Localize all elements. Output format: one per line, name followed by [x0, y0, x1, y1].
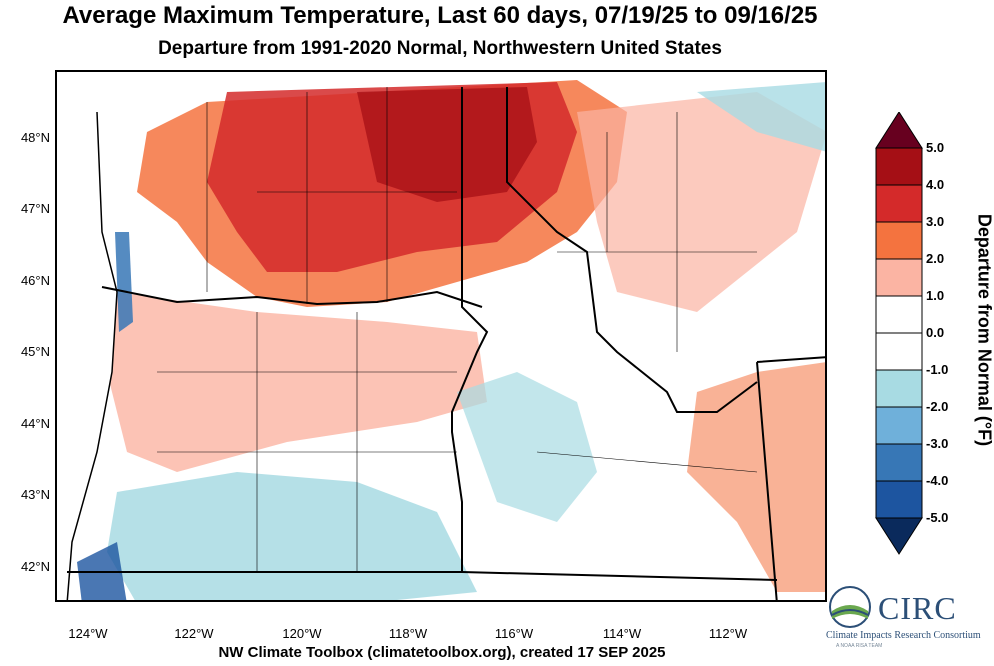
circ-logo-icon [829, 586, 871, 628]
colorbar [875, 112, 923, 555]
lat-label-44: 44°N [20, 416, 50, 431]
circ-logo-subtitle: Climate Impacts Research Consortium [826, 630, 981, 641]
colorbar-tick-label: 2.0 [926, 251, 945, 266]
colorbar-tick-label: -3.0 [926, 436, 949, 451]
mild-warm-region-northeast [577, 92, 825, 312]
map-title: Average Maximum Temperature, Last 60 day… [62, 2, 818, 29]
lat-label-46: 46°N [20, 273, 50, 288]
circ-logo-name: CIRC [878, 590, 957, 626]
colorbar-tick-label: -1.0 [926, 362, 949, 377]
cool-anomaly-region-montana [697, 82, 825, 152]
coastline [66, 111, 118, 600]
colorbar-title: Departure from Normal (°F) [974, 213, 994, 447]
warm-anomaly-peak [357, 87, 537, 202]
colorbar-segment [875, 406, 923, 445]
colorbar-tick-label: -4.0 [926, 473, 949, 488]
colorbar-tick-label: -5.0 [926, 510, 949, 525]
lon-label-120: 120°W [282, 626, 322, 641]
footer-credit: NW Climate Toolbox (climatetoolbox.org),… [218, 644, 666, 661]
colorbar-tick-label: 5.0 [926, 140, 945, 155]
lon-label-124: 124°W [68, 626, 108, 641]
circ-logo-tagline: A NOAA RISA TEAM [836, 643, 883, 649]
warm-region-southeast [687, 362, 825, 592]
lat-label-47: 47°N [20, 201, 50, 216]
colorbar-segment [875, 184, 923, 223]
state-boundary-south [67, 571, 778, 581]
colorbar-tick-label: -2.0 [926, 399, 949, 414]
colorbar-segment [875, 295, 923, 334]
lon-label-118: 118°W [388, 626, 428, 641]
map-graphic [57, 72, 825, 600]
state-boundary-id-west [451, 87, 489, 572]
colorbar-segment [875, 147, 923, 186]
cool-anomaly-region-idaho [457, 372, 597, 522]
lat-label-42: 42°N [20, 559, 50, 574]
colorbar-tick-label: 3.0 [926, 214, 945, 229]
lon-label-116: 116°W [494, 626, 534, 641]
cool-anomaly-region-south [107, 472, 477, 600]
colorbar-segment [875, 369, 923, 408]
colorbar-segment [875, 480, 923, 519]
county-lines [157, 87, 758, 572]
colorbar-tick-label: 1.0 [926, 288, 945, 303]
state-boundary-id-mt [506, 87, 758, 413]
lat-label-43: 43°N [20, 487, 50, 502]
temperature-departure-map [55, 70, 827, 602]
colorbar-tick-label: 0.0 [926, 325, 945, 340]
lat-label-48: 48°N [20, 130, 50, 145]
colorbar-segment [875, 443, 923, 482]
cold-anomaly-coast [115, 232, 133, 332]
state-boundary-wy [756, 356, 825, 600]
lon-label-122: 122°W [174, 626, 214, 641]
lat-label-45: 45°N [20, 344, 50, 359]
colorbar-segment [875, 332, 923, 371]
colorbar-segment [875, 258, 923, 297]
colorbar-tick-label: 4.0 [926, 177, 945, 192]
state-boundary-wa-or [101, 286, 483, 308]
map-subtitle: Departure from 1991-2020 Normal, Northwe… [158, 38, 722, 59]
pacific-ocean [57, 72, 157, 600]
lon-label-114: 114°W [602, 626, 642, 641]
colorbar-segment [875, 221, 923, 260]
colorbar-max-arrow [875, 112, 923, 149]
mild-warm-region-central [107, 292, 487, 472]
colorbar-min-arrow [875, 517, 923, 555]
circ-logo [822, 585, 994, 655]
lon-label-112: 112°W [708, 626, 748, 641]
